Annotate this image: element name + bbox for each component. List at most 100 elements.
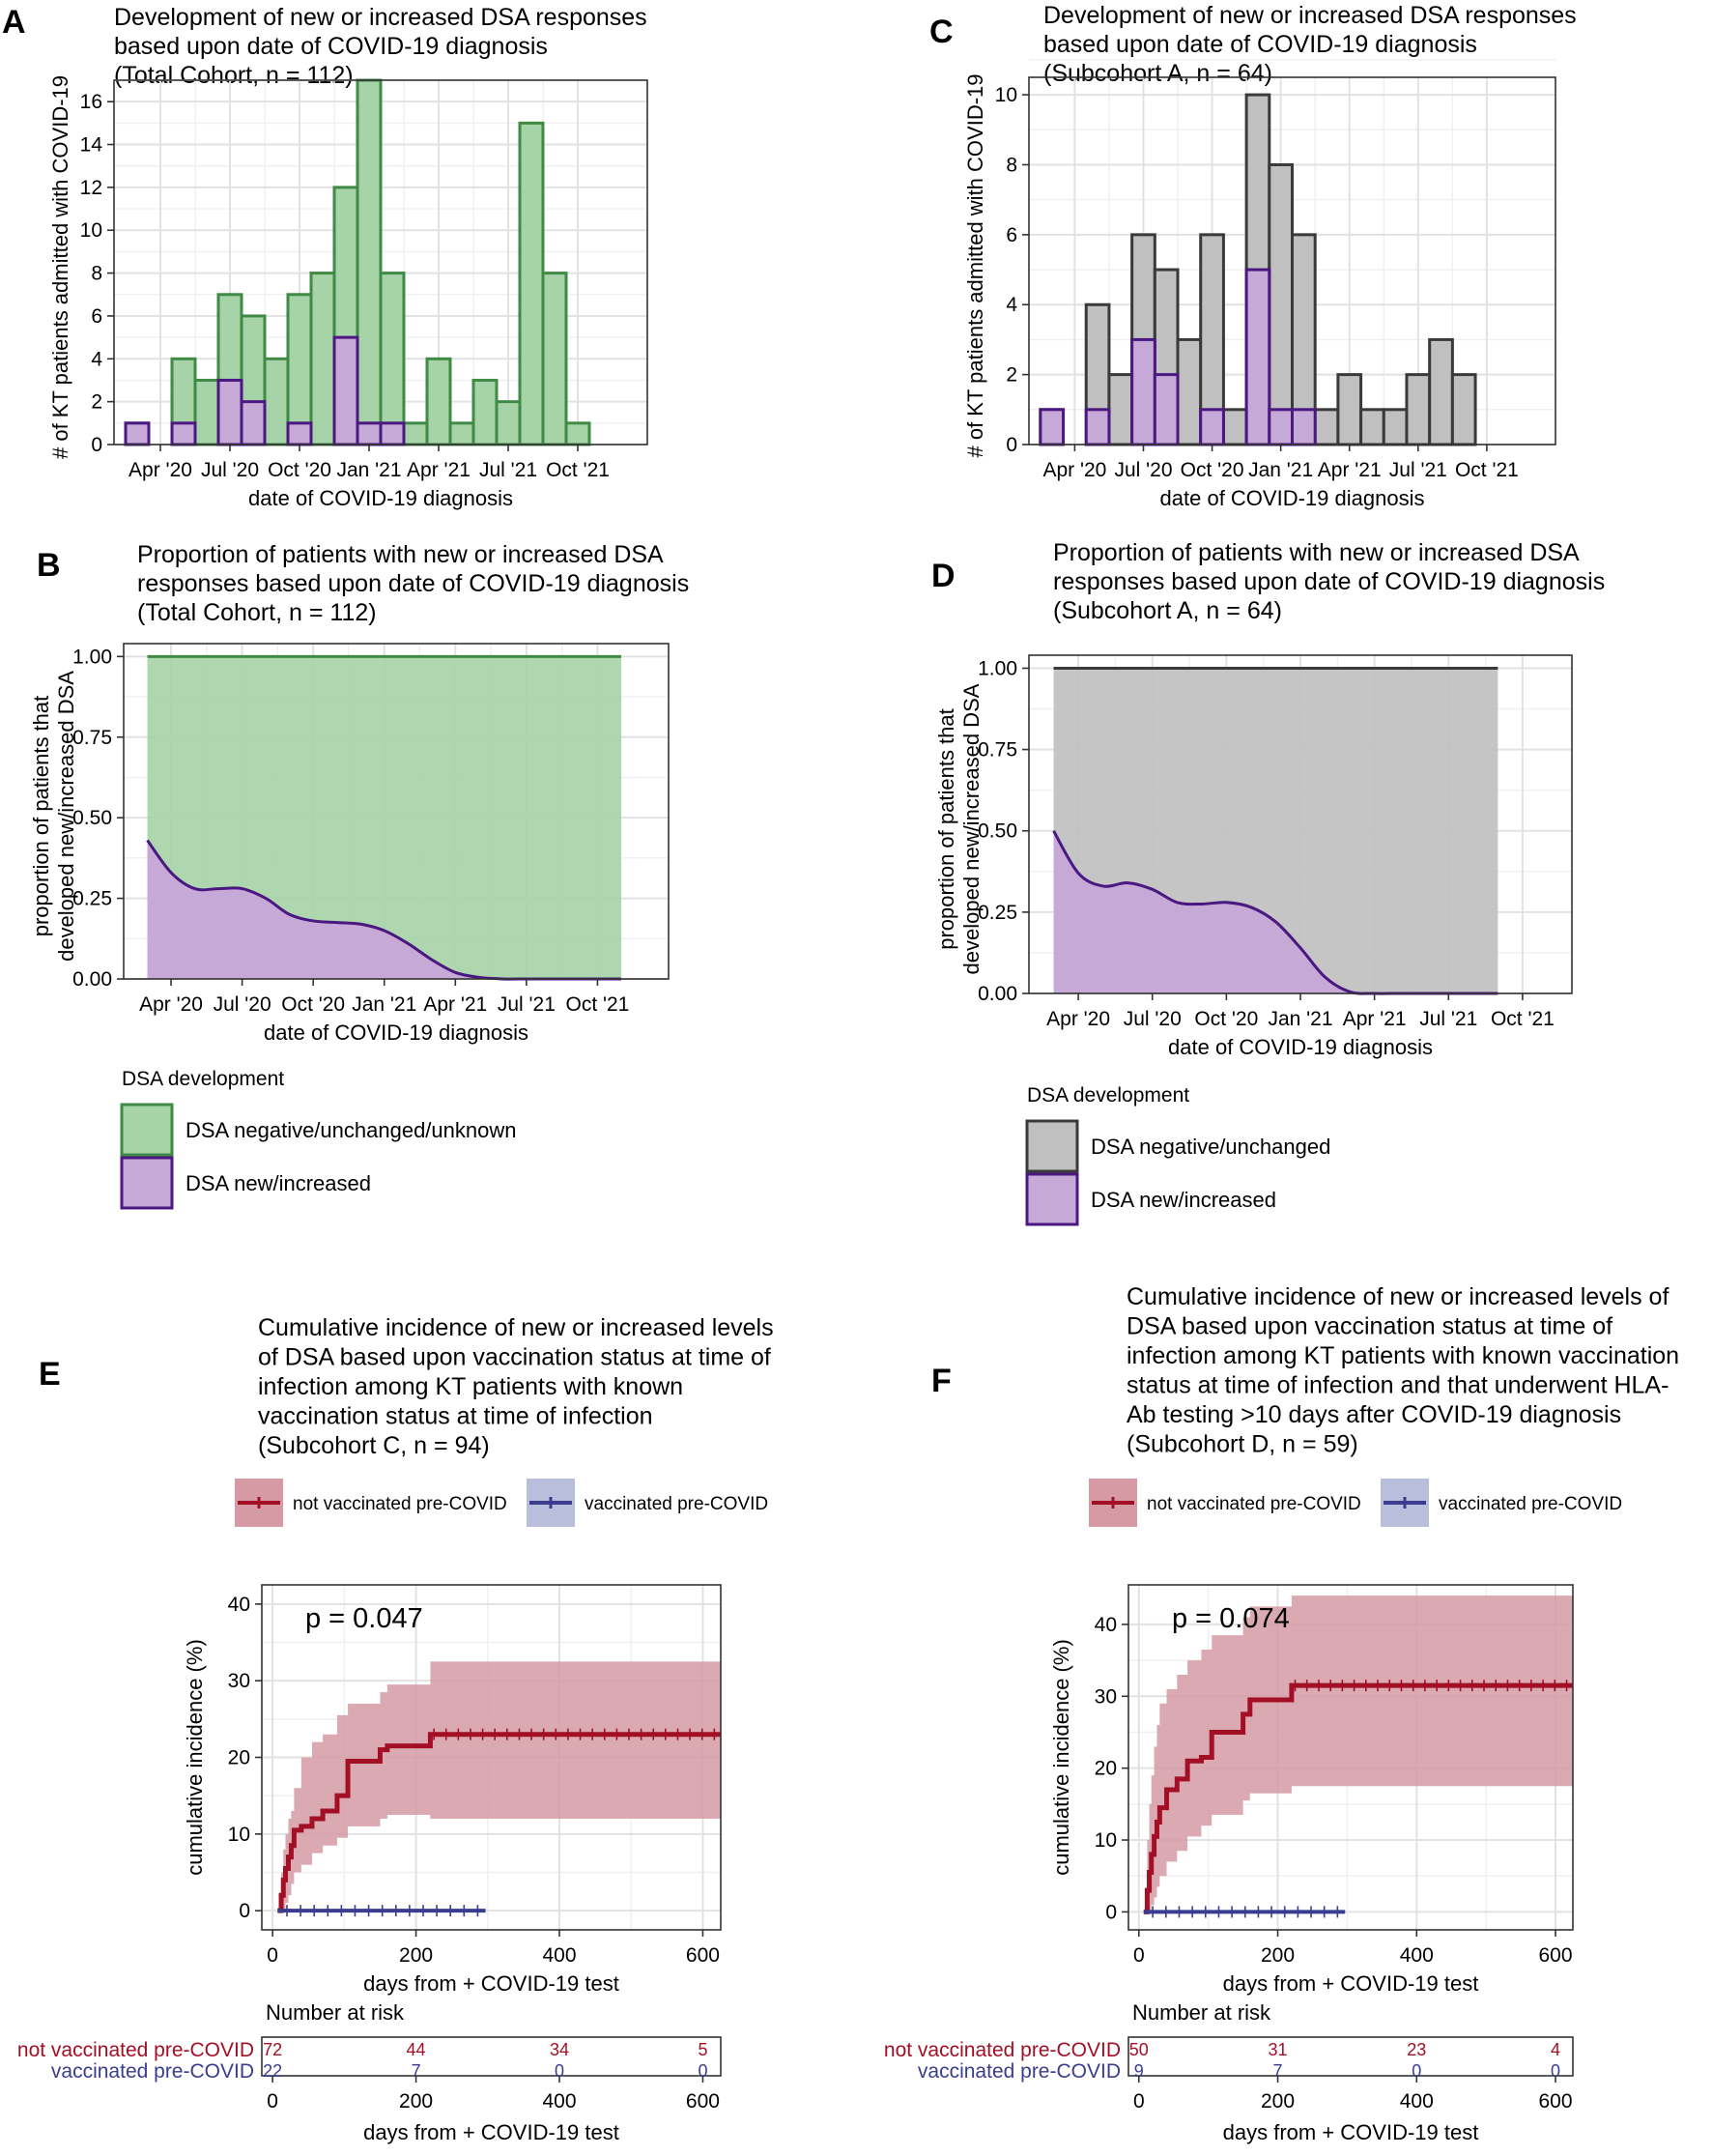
bar [1084,408,1111,446]
legend-entry: DSA new/increased [185,1171,371,1195]
legend-entry: vaccinated pre-COVID [1439,1494,1622,1514]
y-tick-label: 12 [80,177,102,199]
x-tick-label: Jan '21 [352,993,416,1016]
risk-count: 23 [1407,2040,1426,2059]
x-axis-label: days from + COVID-19 test [1223,2120,1479,2144]
p-value: p = 0.074 [1172,1603,1290,1634]
bar [1153,373,1180,446]
chart-title: status at time of infection and that und… [1127,1372,1669,1399]
chart-title: (Total Cohort, n = 112) [114,62,354,89]
legend-entry: DSA new/increased [1091,1188,1276,1212]
bar [1221,408,1248,446]
y-tick-label: 0.50 [72,807,112,829]
risk-count: 0 [1551,2061,1560,2081]
y-tick-label: 6 [1006,224,1017,246]
legend-title: DSA development [122,1068,284,1090]
x-axis-label: days from + COVID-19 test [1223,1971,1479,1996]
bar [286,421,313,446]
bar [1268,408,1294,446]
x-tick-label: Oct '21 [1491,1008,1555,1030]
x-tick-label: 200 [1261,2090,1295,2113]
y-tick-label: 8 [91,263,102,285]
y-tick-label: 4 [91,348,102,370]
risk-count: 9 [1134,2061,1144,2081]
risk-count: 7 [1273,2061,1283,2081]
x-axis-label: days from + COVID-19 test [363,1971,619,1996]
y-axis-label: proportion of patients that [29,696,53,937]
bar [240,400,267,446]
chart-title: Proportion of patients with new or incre… [137,541,664,568]
y-tick-label: 10 [228,1824,250,1846]
bar [1359,408,1385,446]
risk-row-name: vaccinated pre-COVID [51,2060,254,2083]
x-tick-label: 0 [1133,2090,1145,2113]
y-tick-label: 10 [1095,1829,1117,1852]
y-axis-label: developed new/increased DSA [54,671,78,962]
y-tick-label: 40 [1095,1614,1117,1636]
chart-title: based upon date of COVID-19 diagnosis [114,33,548,60]
x-tick-label: 0 [1133,1944,1145,1967]
y-axis-label: cumulative incidence (%) [183,1639,207,1876]
bar [356,78,383,446]
chart-title: Ab testing >10 days after COVID-19 diagn… [1127,1401,1621,1428]
bar [1268,162,1294,446]
bar [263,357,290,446]
y-tick-label: 10 [995,84,1017,106]
y-axis-label: developed new/increased DSA [959,683,984,974]
x-tick-label: Jan '21 [1268,1008,1332,1030]
risk-row-name: not vaccinated pre-COVID [17,2039,254,2061]
y-tick-label: 2 [91,391,102,414]
x-tick-label: 600 [686,1944,720,1967]
y-tick-label: 30 [228,1670,250,1692]
x-tick-label: Apr '21 [1343,1008,1407,1030]
bar [1428,337,1454,446]
bar [216,378,243,446]
x-tick-label: Jul '21 [1389,459,1447,481]
panel-label: D [931,558,956,594]
bar [1291,408,1317,446]
x-tick-label: Jan '21 [336,459,401,481]
bar [1176,337,1203,446]
risk-count: 22 [263,2061,282,2081]
panel-d: D Proportion of patients with new or incr… [931,539,1605,1226]
y-tick-label: 14 [80,134,103,157]
bar [309,272,336,446]
plot-border [1127,1584,1574,1931]
chart-title: Proportion of patients with new or incre… [1053,539,1580,566]
y-tick-label: 0.50 [978,820,1017,843]
panel-label: B [37,547,61,584]
x-tick-label: Apr '21 [407,459,471,481]
bar [193,378,220,446]
y-tick-label: 40 [228,1594,250,1616]
legend-key [1025,1119,1079,1173]
x-tick-label: Apr '20 [1046,1008,1110,1030]
risk-count: 50 [1129,2040,1149,2059]
x-tick-label: Apr '21 [1318,459,1382,481]
y-tick-label: 10 [80,219,102,242]
panel-label: C [929,14,954,50]
risk-count: 72 [263,2040,282,2059]
panel-a: A Development of new or increased DSA res… [2,4,648,510]
panel-label: E [39,1356,61,1393]
y-axis-label: # of KT patients admitted with COVID-19 [48,75,72,459]
risk-row-name: not vaccinated pre-COVID [884,2039,1121,2061]
y-tick-label: 0 [91,434,102,456]
chart-title: Development of new or increased DSA resp… [1043,2,1577,29]
chart-title: (Total Cohort, n = 112) [137,599,377,626]
x-tick-label: 0 [267,1944,278,1967]
y-tick-label: 16 [80,91,102,113]
bar [448,421,475,446]
not-vaccinated-line [1143,1682,1573,1914]
bar [1450,373,1477,446]
bar [356,421,383,446]
x-tick-label: Apr '20 [1042,459,1106,481]
bar [425,357,452,446]
x-tick-label: 200 [399,2090,433,2113]
y-tick-label: 1.00 [978,657,1017,679]
x-tick-label: 200 [399,1944,433,1967]
chart-title: vaccination status at time of infection [258,1403,653,1430]
x-tick-label: Oct '21 [565,993,629,1016]
x-tick-label: 400 [542,2090,576,2113]
